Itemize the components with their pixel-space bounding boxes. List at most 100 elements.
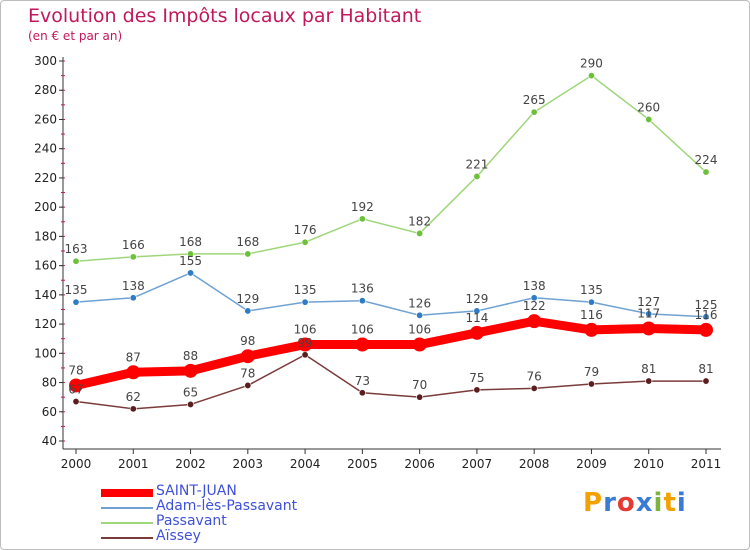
data-point-passavant bbox=[72, 257, 80, 265]
x-tick-label: 2010 bbox=[633, 457, 664, 471]
data-point-passavant bbox=[416, 229, 424, 237]
data-label-passavant: 168 bbox=[179, 235, 202, 249]
data-label-aissey: 78 bbox=[240, 366, 255, 380]
data-point-aissey bbox=[587, 380, 595, 388]
data-point-saint-juan bbox=[584, 322, 599, 337]
data-point-aissey bbox=[358, 389, 366, 397]
data-point-saint-juan bbox=[298, 337, 313, 352]
data-point-passavant bbox=[530, 108, 538, 116]
data-label-adam-les-passavant: 126 bbox=[408, 296, 431, 310]
data-label-aissey: 75 bbox=[469, 371, 484, 385]
data-point-passavant bbox=[473, 172, 481, 180]
proxiti-logo: Proxiti bbox=[583, 488, 687, 518]
data-point-passavant bbox=[358, 215, 366, 223]
x-tick-label: 2006 bbox=[404, 457, 435, 471]
data-label-adam-les-passavant: 138 bbox=[523, 279, 546, 293]
data-label-saint-juan: 98 bbox=[240, 334, 255, 348]
y-tick-label: 60 bbox=[42, 405, 57, 419]
data-point-aissey bbox=[645, 377, 653, 385]
data-point-adam-les-passavant bbox=[530, 294, 538, 302]
data-label-saint-juan: 78 bbox=[68, 363, 83, 377]
data-point-aissey bbox=[473, 386, 481, 394]
data-label-passavant: 166 bbox=[122, 238, 145, 252]
data-label-adam-les-passavant: 135 bbox=[294, 283, 317, 297]
data-point-adam-les-passavant bbox=[129, 294, 137, 302]
data-point-aissey bbox=[187, 400, 195, 408]
data-point-saint-juan bbox=[69, 378, 83, 393]
data-label-aissey: 70 bbox=[412, 378, 427, 392]
data-label-saint-juan: 116 bbox=[580, 308, 603, 322]
legend-label-aissey: Aïssey bbox=[156, 528, 201, 544]
data-label-saint-juan: 87 bbox=[126, 350, 141, 364]
data-point-adam-les-passavant bbox=[587, 298, 595, 306]
data-point-saint-juan bbox=[412, 337, 427, 352]
data-label-passavant: 265 bbox=[523, 93, 546, 107]
data-point-adam-les-passavant bbox=[473, 307, 481, 315]
data-point-adam-les-passavant bbox=[187, 269, 195, 277]
data-label-passavant: 221 bbox=[465, 157, 488, 171]
chart-subtitle: (en € et par an) bbox=[28, 29, 123, 43]
data-label-aissey: 65 bbox=[183, 385, 198, 399]
y-tick-label: 240 bbox=[34, 142, 57, 156]
data-point-adam-les-passavant bbox=[702, 313, 710, 321]
legend-label-adam-les-passavant: Adam-lès-Passavant bbox=[156, 498, 298, 514]
data-label-passavant: 176 bbox=[294, 223, 317, 237]
data-label-saint-juan: 117 bbox=[637, 306, 660, 320]
y-tick-label: 120 bbox=[34, 317, 57, 331]
data-label-adam-les-passavant: 129 bbox=[236, 292, 259, 306]
data-label-adam-les-passavant: 127 bbox=[637, 295, 660, 309]
data-label-adam-les-passavant: 135 bbox=[65, 283, 88, 297]
data-point-adam-les-passavant bbox=[358, 297, 366, 305]
data-label-adam-les-passavant: 129 bbox=[465, 292, 488, 306]
data-point-passavant bbox=[645, 115, 653, 123]
y-tick-label: 100 bbox=[34, 346, 57, 360]
data-point-saint-juan bbox=[699, 322, 713, 337]
data-label-aissey: 73 bbox=[355, 374, 370, 388]
data-point-aissey bbox=[244, 381, 252, 389]
y-tick-label: 40 bbox=[42, 434, 57, 448]
y-tick-label: 140 bbox=[34, 288, 57, 302]
data-point-aissey bbox=[72, 398, 80, 406]
data-point-adam-les-passavant bbox=[72, 298, 80, 306]
legend-swatch-aissey bbox=[101, 537, 153, 539]
data-label-saint-juan: 106 bbox=[408, 323, 431, 337]
data-label-passavant: 168 bbox=[236, 235, 259, 249]
data-point-passavant bbox=[301, 238, 309, 246]
data-label-adam-les-passavant: 136 bbox=[351, 282, 374, 296]
data-label-saint-juan: 114 bbox=[465, 311, 488, 325]
data-label-saint-juan: 116 bbox=[695, 308, 718, 322]
y-tick-label: 220 bbox=[34, 171, 57, 185]
x-tick-label: 2008 bbox=[519, 457, 550, 471]
x-tick-label: 2011 bbox=[691, 457, 722, 471]
y-tick-label: 80 bbox=[42, 376, 57, 390]
data-label-passavant: 182 bbox=[408, 214, 431, 228]
data-label-adam-les-passavant: 155 bbox=[179, 254, 202, 268]
data-point-saint-juan bbox=[469, 325, 484, 340]
y-tick-label: 300 bbox=[34, 54, 57, 68]
legend-label-saint-juan: SAINT-JUAN bbox=[156, 483, 237, 499]
data-label-aissey: 76 bbox=[527, 369, 542, 383]
data-point-passavant bbox=[587, 72, 595, 80]
y-tick-label: 160 bbox=[34, 259, 57, 273]
data-point-aissey bbox=[530, 384, 538, 392]
legend-label-passavant: Passavant bbox=[156, 513, 227, 529]
data-point-passavant bbox=[244, 250, 252, 258]
data-label-adam-les-passavant: 135 bbox=[580, 283, 603, 297]
data-label-passavant: 224 bbox=[695, 153, 718, 167]
x-tick-label: 2003 bbox=[233, 457, 264, 471]
data-label-passavant: 290 bbox=[580, 57, 603, 71]
data-point-saint-juan bbox=[355, 337, 370, 352]
chart-title: Evolution des Impôts locaux par Habitant bbox=[28, 5, 422, 27]
series-line-aissey bbox=[75, 354, 707, 410]
data-labels-layer: 67 62 65 78 99 73 70 75 76 79 81 81 135 138 155 129 135 1… bbox=[65, 57, 718, 404]
x-tick-label: 2001 bbox=[118, 457, 149, 471]
data-label-saint-juan: 88 bbox=[183, 349, 198, 363]
series-line-adam-les-passavant bbox=[75, 272, 707, 318]
x-tick-label: 2000 bbox=[61, 457, 92, 471]
x-tick-label: 2007 bbox=[462, 457, 493, 471]
series-layer bbox=[69, 72, 713, 413]
data-label-aissey: 67 bbox=[68, 383, 83, 397]
data-label-aissey: 81 bbox=[698, 362, 713, 376]
data-label-passavant: 192 bbox=[351, 200, 374, 214]
